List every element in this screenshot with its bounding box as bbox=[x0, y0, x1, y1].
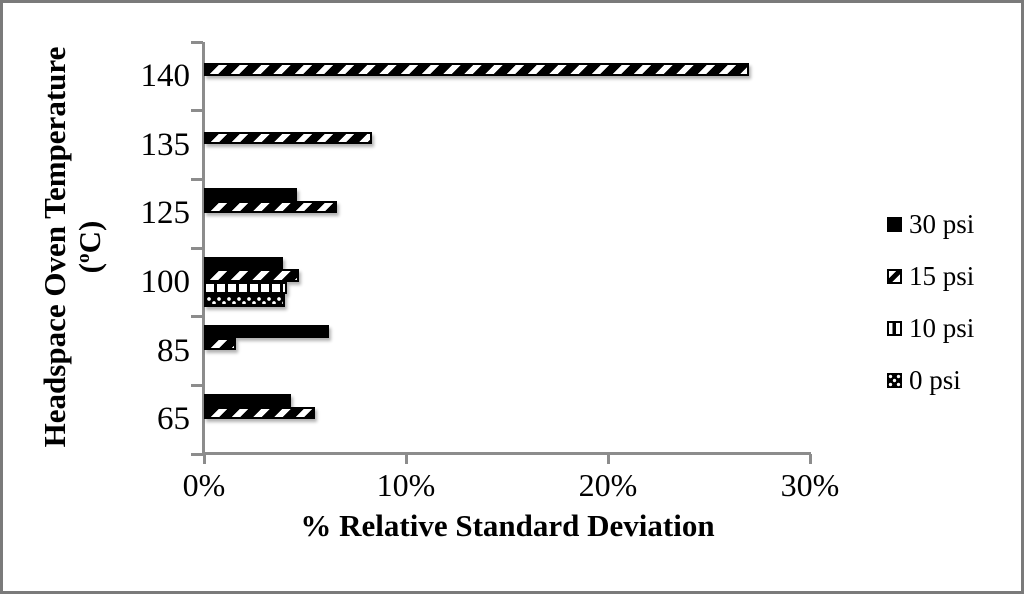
y-tick-label: 125 bbox=[140, 195, 191, 232]
y-axis-line bbox=[202, 41, 205, 454]
legend: 30 psi 15 psi 10 psi 0 psi bbox=[887, 209, 974, 417]
y-axis-tick bbox=[191, 177, 203, 181]
y-tick-label: 100 bbox=[140, 263, 191, 300]
x-tick-label: 10% bbox=[376, 467, 436, 503]
y-tick-label: 85 bbox=[157, 332, 190, 369]
y-tick-label: 140 bbox=[140, 57, 191, 94]
y-axis-tick bbox=[191, 452, 203, 456]
bar-0psi-100 bbox=[204, 294, 285, 308]
y-axis-tick bbox=[191, 40, 203, 44]
legend-item-15psi: 15 psi bbox=[887, 261, 974, 291]
x-axis-title: % Relative Standard Deviation bbox=[300, 508, 715, 543]
x-axis-tick bbox=[203, 453, 206, 464]
legend-key-solid-icon bbox=[887, 216, 902, 232]
legend-item-30psi: 30 psi bbox=[887, 209, 974, 239]
bar-15psi-100 bbox=[204, 269, 299, 282]
legend-label: 30 psi bbox=[909, 208, 975, 239]
x-axis-tick bbox=[809, 453, 812, 464]
y-tick-label: 135 bbox=[140, 126, 191, 163]
y-tick-label: 65 bbox=[157, 401, 190, 438]
y-axis-tick bbox=[191, 246, 203, 250]
x-axis-tick bbox=[607, 453, 610, 464]
degree-superscript: o bbox=[72, 253, 94, 263]
bar-15psi-125 bbox=[204, 200, 338, 214]
bar-10psi-100 bbox=[204, 281, 287, 295]
legend-key-dots-icon bbox=[887, 372, 902, 388]
bar-15psi-135 bbox=[204, 131, 372, 145]
x-tick-label: 0% bbox=[182, 467, 226, 503]
legend-key-vertical-icon bbox=[887, 320, 902, 336]
x-tick-label: 20% bbox=[578, 467, 638, 503]
bar-15psi-85 bbox=[204, 337, 237, 351]
legend-item-10psi: 10 psi bbox=[887, 313, 974, 343]
legend-label: 0 psi bbox=[909, 364, 961, 395]
y-axis-title-line1: Headspace Oven Temperature bbox=[37, 46, 73, 448]
bar-30psi-125 bbox=[204, 187, 297, 201]
bar-30psi-65 bbox=[204, 393, 291, 407]
legend-label: 10 psi bbox=[909, 312, 975, 343]
x-tick-label: 30% bbox=[780, 467, 840, 503]
y-axis-tick bbox=[191, 109, 203, 113]
bar-30psi-85 bbox=[204, 325, 330, 338]
bar-15psi-140 bbox=[204, 63, 750, 76]
legend-key-diagonal-icon bbox=[887, 268, 902, 284]
bar-15psi-65 bbox=[204, 406, 316, 420]
bar-30psi-100 bbox=[204, 256, 283, 270]
x-axis-tick bbox=[405, 453, 408, 464]
y-axis-tick bbox=[191, 315, 203, 319]
legend-item-0psi: 0 psi bbox=[887, 365, 974, 395]
x-axis-line bbox=[202, 451, 811, 455]
legend-label: 15 psi bbox=[909, 260, 975, 291]
y-axis-tick bbox=[191, 383, 203, 387]
